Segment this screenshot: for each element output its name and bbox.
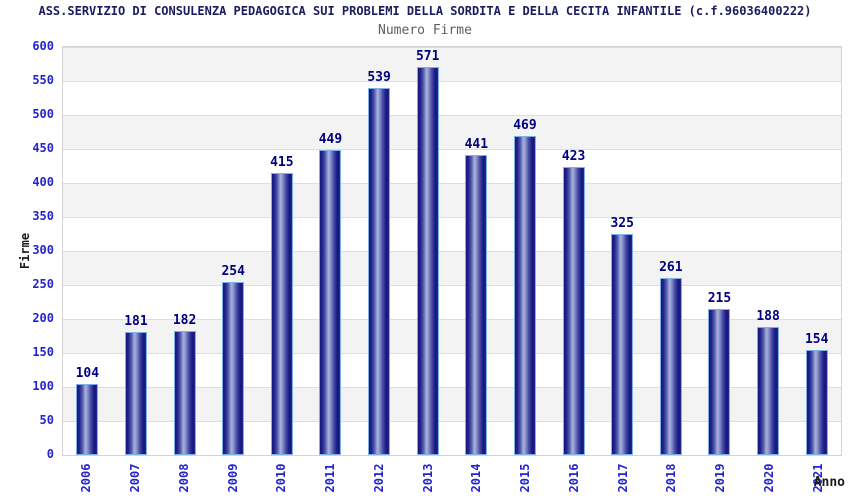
x-tick-label: 2018 — [664, 463, 679, 493]
x-tick-label: 2019 — [713, 463, 728, 493]
bar-column: 104 — [63, 47, 112, 455]
x-tick-cell: 2018 — [647, 458, 696, 498]
chart-title: ASS.SERVIZIO DI CONSULENZA PEDAGOGICA SU… — [38, 4, 812, 18]
x-tick-cell: 2020 — [745, 458, 794, 498]
x-tick-cell: 2017 — [598, 458, 647, 498]
bar-value-label: 154 — [804, 332, 829, 348]
x-tick-cell: 2006 — [62, 458, 111, 498]
x-tick-label: 2010 — [274, 463, 289, 493]
bar-column: 449 — [306, 47, 355, 455]
x-axis-label: Anno — [813, 475, 845, 490]
x-tick-cell: 2013 — [403, 458, 452, 498]
y-tick-label: 600 — [32, 39, 54, 53]
x-tick-cell: 2007 — [111, 458, 160, 498]
y-tick-label: 300 — [32, 243, 54, 257]
bar-2018 — [659, 277, 682, 455]
y-tick-label: 50 — [39, 413, 54, 427]
bar-2017 — [611, 234, 634, 455]
x-tick-cell: 2015 — [501, 458, 550, 498]
bar-2006 — [76, 384, 99, 455]
bar-2010 — [270, 172, 293, 455]
plot-area: 104 181 182 254 415 449 539 571 441 469 423 325 261 2… — [62, 46, 842, 456]
bar-column: 254 — [209, 47, 258, 455]
bar-column: 154 — [792, 47, 841, 455]
bar-2015 — [513, 136, 536, 455]
x-tick-cell: 2008 — [160, 458, 209, 498]
chart-subtitle: Numero Firme — [378, 23, 472, 38]
bar-value-label: 469 — [513, 118, 537, 134]
bar-2014 — [465, 155, 488, 455]
bar-value-label: 215 — [707, 290, 732, 306]
bar-value-label: 571 — [415, 48, 440, 64]
x-tick-cell: 2016 — [550, 458, 599, 498]
bar-2019 — [708, 308, 731, 455]
x-tick-cell: 2019 — [696, 458, 745, 498]
x-tick-cell: 2014 — [452, 458, 501, 498]
bar-column: 325 — [598, 47, 647, 455]
y-axis-label: Firme — [18, 232, 32, 270]
bar-column: 182 — [160, 47, 209, 455]
x-tick-cell: 2010 — [257, 458, 306, 498]
bar-column: 181 — [112, 47, 161, 455]
bar-column: 188 — [744, 47, 793, 455]
y-tick-label: 200 — [32, 311, 54, 325]
bar-2009 — [222, 282, 245, 455]
x-tick-label: 2013 — [420, 463, 435, 493]
x-tick-label: 2014 — [469, 463, 484, 493]
x-tick-label: 2020 — [761, 463, 776, 493]
bar-column: 261 — [647, 47, 696, 455]
bar-2020 — [757, 327, 780, 455]
bar-2013 — [416, 66, 439, 455]
bar-column: 441 — [452, 47, 501, 455]
bar-column: 415 — [258, 47, 307, 455]
bar-value-label: 449 — [318, 131, 343, 147]
x-tick-cell: 2011 — [306, 458, 355, 498]
x-tick-label: 2006 — [79, 463, 94, 493]
bar-2011 — [319, 149, 342, 455]
x-tick-cell: 2009 — [208, 458, 257, 498]
x-tick-label: 2009 — [225, 463, 240, 493]
bar-2007 — [124, 331, 147, 455]
bar-2016 — [562, 167, 585, 455]
bar-value-label: 415 — [270, 154, 294, 170]
bar-value-label: 261 — [659, 259, 683, 275]
bar-value-label: 423 — [561, 149, 586, 165]
x-tick-label: 2011 — [323, 463, 338, 493]
bar-column: 423 — [549, 47, 598, 455]
bar-value-label: 182 — [172, 313, 197, 329]
bar-value-label: 539 — [367, 70, 391, 86]
x-tick-label: 2015 — [518, 463, 533, 493]
y-tick-label: 150 — [32, 345, 54, 359]
bar-2012 — [368, 88, 391, 455]
y-tick-label: 500 — [32, 107, 54, 121]
bar-column: 571 — [403, 47, 452, 455]
bar-2008 — [173, 331, 196, 455]
bar-column: 469 — [501, 47, 550, 455]
bar-column: 539 — [355, 47, 404, 455]
x-tick-label: 2007 — [128, 463, 143, 493]
x-axis-ticks: 2006 2007 2008 2009 2010 2011 2012 2013 2014 2015… — [62, 458, 842, 498]
y-tick-label: 550 — [32, 73, 54, 87]
x-tick-cell: 2012 — [355, 458, 404, 498]
bar-value-label: 325 — [610, 216, 634, 231]
y-tick-label: 100 — [32, 379, 54, 393]
x-tick-label: 2016 — [566, 463, 581, 493]
bar-value-label: 188 — [756, 309, 780, 325]
bar-value-label: 181 — [124, 313, 148, 329]
bar-2021 — [805, 350, 828, 455]
bar-column: 215 — [695, 47, 744, 455]
bar-value-label: 104 — [75, 366, 100, 382]
y-tick-label: 250 — [32, 277, 54, 291]
y-tick-label: 0 — [46, 447, 54, 461]
y-tick-label: 450 — [32, 141, 54, 155]
x-tick-label: 2008 — [176, 463, 191, 493]
y-tick-label: 400 — [32, 175, 54, 189]
bar-value-label: 441 — [464, 137, 489, 153]
x-tick-label: 2012 — [371, 463, 386, 493]
y-tick-label: 350 — [32, 209, 54, 223]
x-tick-label: 2017 — [615, 463, 630, 493]
bar-value-label: 254 — [221, 264, 245, 280]
